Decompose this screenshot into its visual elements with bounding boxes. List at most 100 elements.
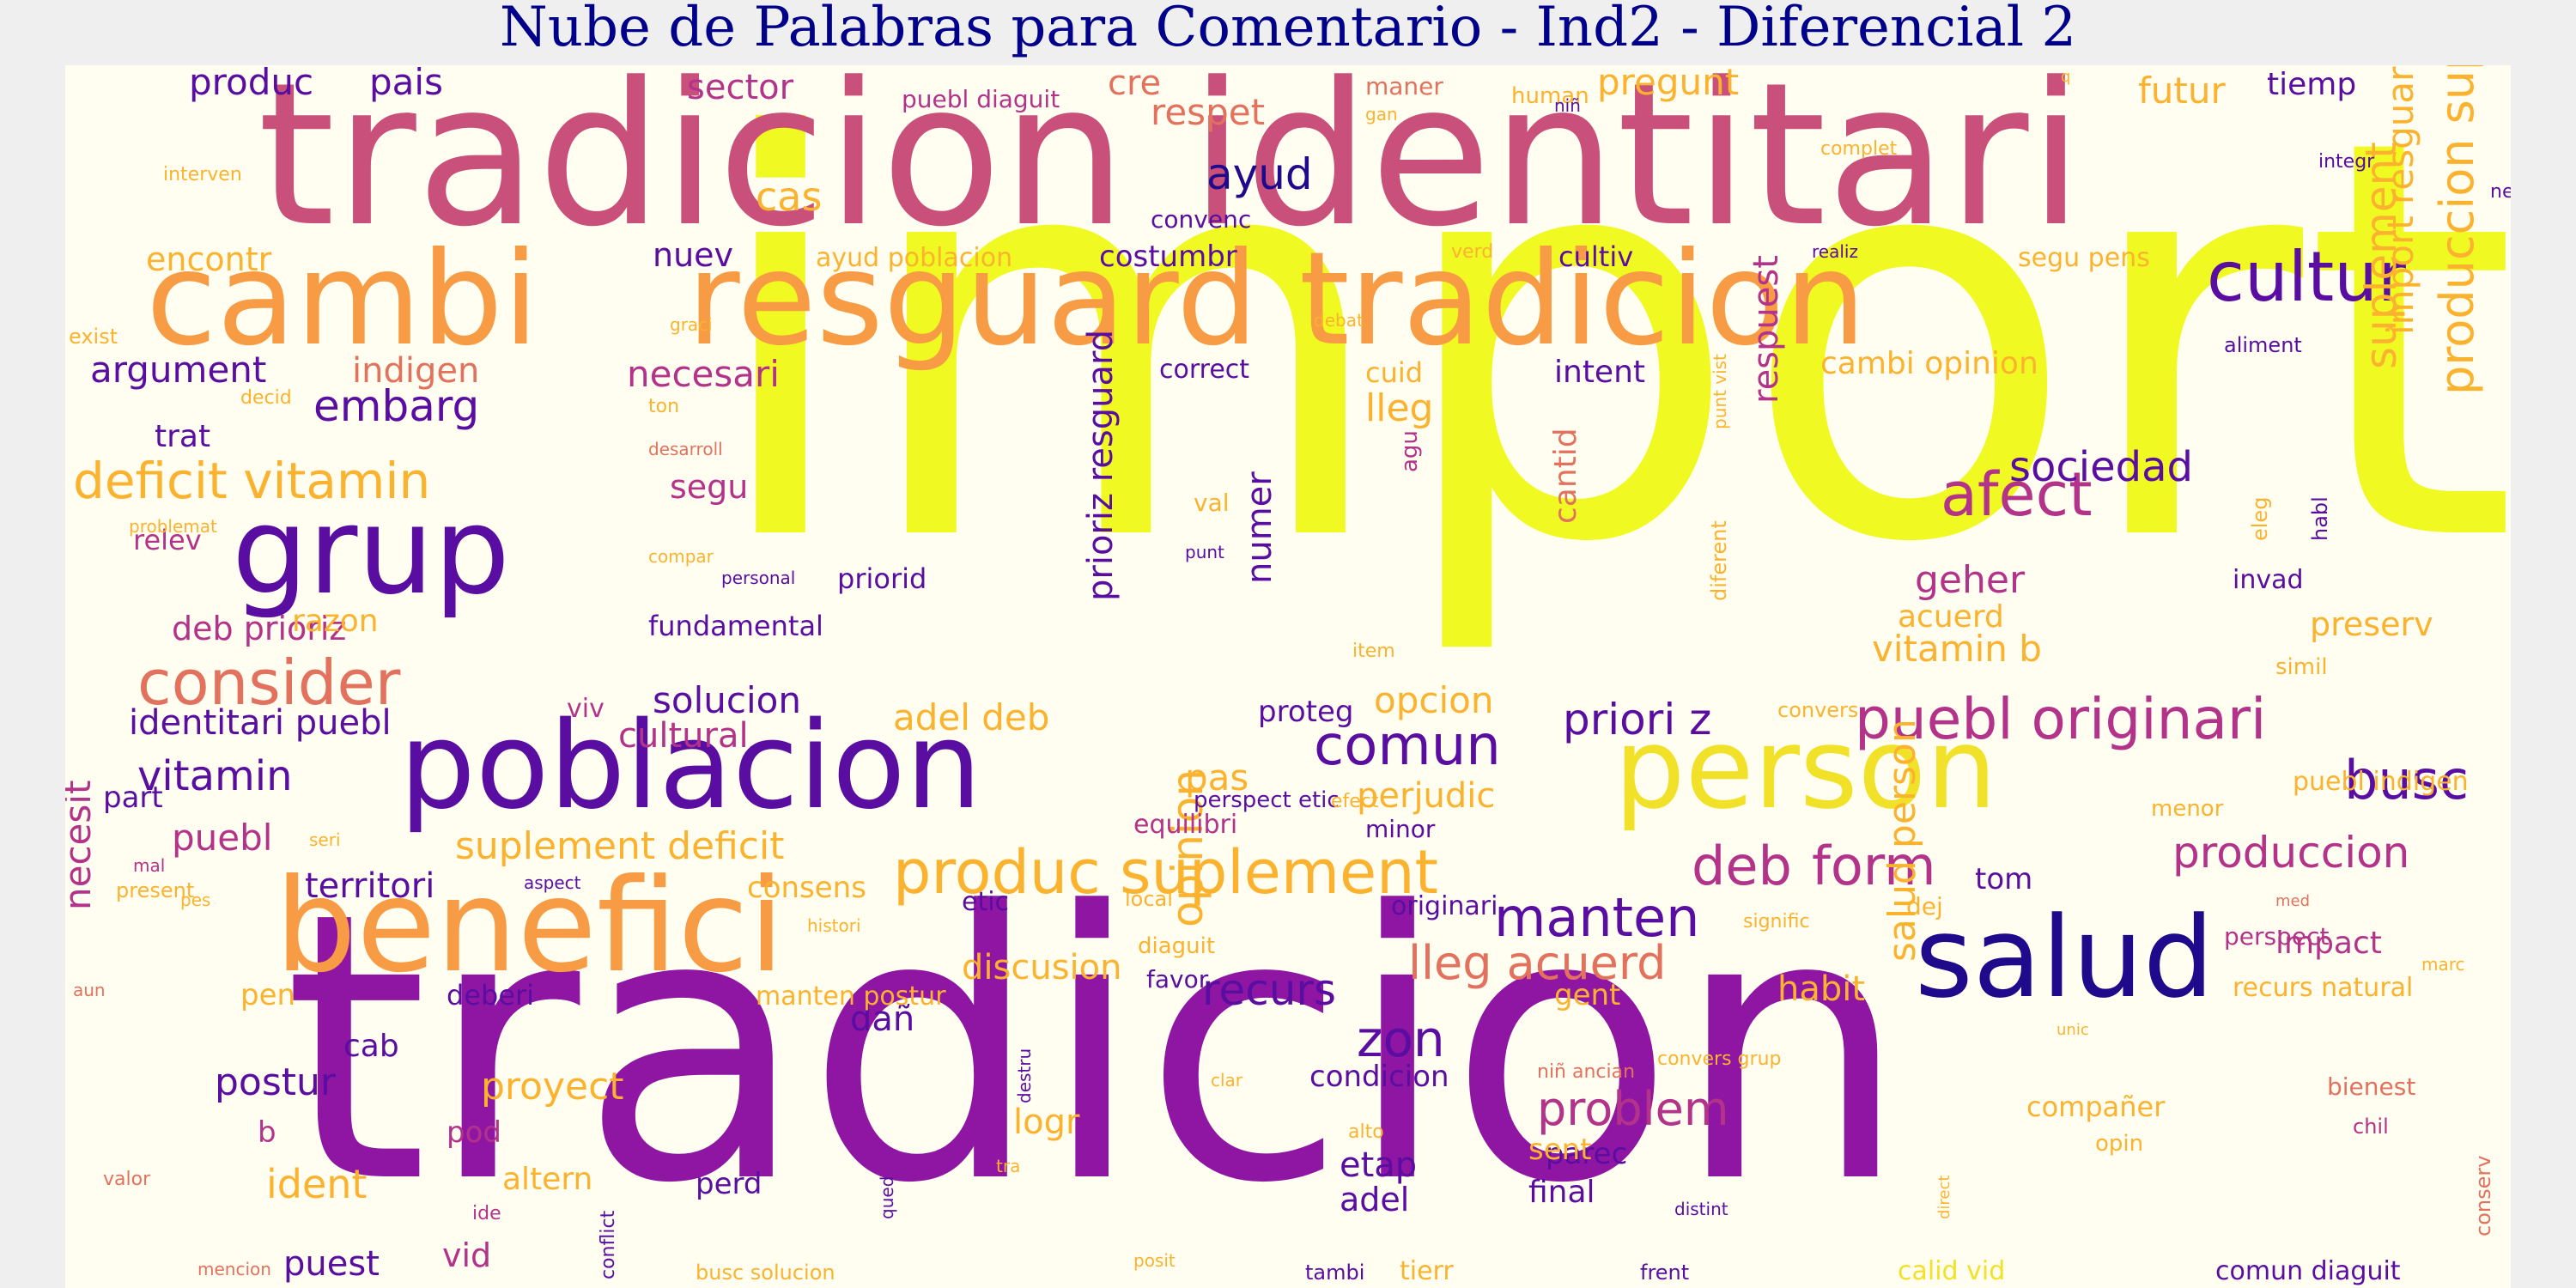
- cloud-word: nuev: [653, 236, 733, 274]
- cloud-word: aliment: [2224, 333, 2302, 357]
- cloud-word: cultur: [2207, 237, 2406, 317]
- cloud-word: mal: [133, 855, 165, 876]
- cloud-word: costumbr: [1099, 240, 1237, 274]
- cloud-word: pregunt: [1597, 65, 1739, 103]
- cloud-word: correct: [1159, 355, 1249, 385]
- cloud-word: perjudic: [1357, 776, 1495, 816]
- cloud-word: tiemp: [2267, 67, 2356, 102]
- cloud-word: acuerd: [1898, 599, 2004, 635]
- cloud-word: pen: [240, 978, 295, 1012]
- cloud-word: convers grup: [1657, 1048, 1781, 1070]
- cloud-word: posit: [1133, 1250, 1176, 1271]
- cloud-word: segu: [670, 468, 748, 506]
- cloud-word: tradicion: [283, 835, 1909, 1264]
- cloud-word: aspect: [524, 872, 581, 893]
- cloud-word: opcion: [1374, 679, 1493, 721]
- cloud-word: lleg acuerd: [1408, 936, 1666, 990]
- cloud-word: cab: [343, 1029, 399, 1064]
- cloud-word: deberi: [447, 979, 534, 1012]
- cloud-word: embarg: [313, 381, 479, 431]
- cloud-word: dej: [1906, 892, 1943, 920]
- cloud-word: marc: [2421, 954, 2465, 975]
- cloud-word: logr: [1013, 1103, 1080, 1142]
- cloud-word: poblacion: [399, 696, 981, 836]
- cloud-word: diaguit: [1138, 933, 1215, 959]
- cloud-word: tierr: [1400, 1256, 1454, 1286]
- cloud-word: solucion: [653, 679, 801, 721]
- cloud-word: indigen: [352, 351, 479, 391]
- cloud-word: relev: [133, 524, 202, 556]
- cloud-word: desarroll: [648, 439, 723, 459]
- cloud-word: etic: [962, 887, 1009, 917]
- cloud-word: opin: [2095, 1131, 2143, 1157]
- cloud-word: personal: [721, 568, 795, 588]
- cloud-word: consider: [137, 647, 401, 719]
- cloud-word: tradicion identitari: [258, 65, 2083, 270]
- cloud-word: minor: [1365, 815, 1436, 843]
- cloud-word: puebl: [172, 817, 272, 859]
- cloud-word: habl: [2308, 496, 2332, 541]
- cloud-word: cambi: [146, 225, 538, 374]
- cloud-word: zon: [1357, 1010, 1445, 1068]
- cloud-word: problem: [1537, 1082, 1728, 1136]
- cloud-word: priorid: [837, 562, 927, 595]
- cloud-word: problemat: [129, 516, 217, 537]
- cloud-word: puest: [283, 1244, 380, 1284]
- cloud-word: opinion: [1163, 769, 1212, 927]
- cloud-word: convenc: [1151, 205, 1251, 234]
- cloud-word: grup: [232, 482, 510, 622]
- cloud-word: direct: [1935, 1176, 1953, 1219]
- cloud-word: alto: [1348, 1121, 1384, 1143]
- cloud-word: resguard tradicion: [687, 225, 1866, 374]
- cloud-word: parec: [1546, 1137, 1627, 1171]
- cloud-word: tom: [1975, 862, 2032, 896]
- cloud-word: pes: [180, 890, 210, 910]
- cloud-word: tambi: [1305, 1261, 1364, 1285]
- cloud-word: compañer: [2026, 1091, 2166, 1123]
- cloud-word: identitari puebl: [129, 703, 392, 743]
- cloud-word: invad: [2233, 565, 2304, 595]
- cloud-word: niñ: [1554, 95, 1581, 116]
- cloud-word: adel deb: [893, 696, 1049, 738]
- cloud-word: vid: [442, 1236, 491, 1274]
- cloud-word: cambi opinion: [1820, 346, 2038, 381]
- cloud-word: produc: [189, 65, 313, 103]
- cloud-word: equilibri: [1133, 810, 1237, 840]
- cloud-word: lleg: [1365, 386, 1433, 430]
- cloud-word: segu pens: [2018, 243, 2150, 273]
- cloud-word: distint: [1674, 1199, 1728, 1219]
- cloud-word: viv: [567, 694, 605, 724]
- cloud-word: verd: [1451, 241, 1493, 263]
- cloud-word: puebl diaguit: [902, 85, 1060, 113]
- cloud-word: eleg: [2248, 497, 2272, 541]
- cloud-word: conserv: [2471, 1156, 2495, 1236]
- cloud-word: recurs natural: [2233, 973, 2413, 1003]
- cloud-word: person: [1614, 703, 1997, 834]
- cloud-word: produccion suplement: [2430, 65, 2484, 395]
- cloud-word: pais: [369, 65, 443, 103]
- cloud-word: chil: [2353, 1115, 2389, 1139]
- cloud-word: pod: [447, 1115, 501, 1150]
- cloud-word: altern: [502, 1162, 592, 1197]
- cloud-word: consens: [747, 871, 866, 905]
- cloud-word: vitamin: [137, 752, 293, 800]
- cloud-word: simil: [2275, 654, 2328, 680]
- cloud-word: agu: [1397, 430, 1423, 472]
- cloud-word: dañ: [850, 999, 914, 1039]
- cloud-word: med: [2275, 892, 2310, 910]
- cloud-word: comun diaguit: [2215, 1256, 2401, 1286]
- cloud-word: busc solucion: [696, 1261, 835, 1285]
- cloud-word: fundamental: [648, 610, 823, 642]
- cloud-word: calid vid: [1898, 1256, 2005, 1286]
- cloud-word: suplement: [2356, 142, 2406, 369]
- cloud-word: deb: [1692, 835, 1792, 897]
- cloud-word: local: [1125, 887, 1173, 911]
- cloud-word: clar: [1211, 1070, 1243, 1091]
- cloud-word: vitamin b: [1872, 628, 2042, 670]
- cloud-word: ton: [648, 396, 679, 417]
- cloud-word: originari: [1391, 891, 1498, 921]
- cloud-word: destru: [1014, 1048, 1035, 1103]
- cloud-word: manten: [1494, 886, 1699, 949]
- cloud-word: cuid: [1365, 356, 1423, 389]
